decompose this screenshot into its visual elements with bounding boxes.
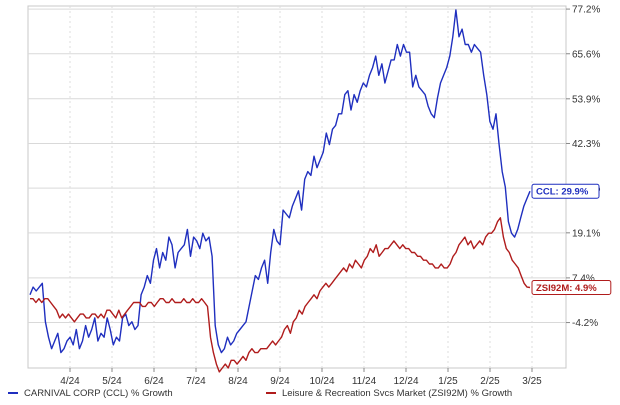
x-tick-label: 6/24 bbox=[144, 376, 164, 387]
y-tick-label: -4.2% bbox=[572, 318, 598, 329]
x-tick-label: 9/24 bbox=[270, 376, 290, 387]
y-tick-label: 77.2% bbox=[572, 5, 600, 16]
legend-label-0: CARNIVAL CORP (CCL) % Growth bbox=[24, 388, 173, 399]
x-tick-label: 7/24 bbox=[186, 376, 206, 387]
y-tick-label: 7.4% bbox=[572, 273, 595, 284]
callout-box-0 bbox=[531, 183, 600, 199]
x-tick-label: 10/24 bbox=[309, 376, 334, 387]
x-tick-label: 1/25 bbox=[438, 376, 458, 387]
y-tick-label: 42.3% bbox=[572, 139, 600, 150]
plot-frame bbox=[27, 5, 567, 369]
series-line-1 bbox=[30, 217, 531, 373]
series-callouts: CCL: 29.9% ZSI92M: 4.9% bbox=[531, 183, 612, 296]
series-line-0 bbox=[29, 9, 531, 354]
y-tick-label: 19.1% bbox=[572, 228, 600, 239]
series-lines bbox=[29, 9, 531, 373]
x-tick-label: 4/24 bbox=[60, 376, 80, 387]
x-tick-label: 3/25 bbox=[522, 376, 542, 387]
x-tick-label: 8/24 bbox=[228, 376, 248, 387]
x-tick-label: 5/24 bbox=[102, 376, 122, 387]
callout-label-1: ZSI92M: 4.9% bbox=[536, 283, 597, 294]
x-tick-label: 2/25 bbox=[480, 376, 500, 387]
callout-box-1 bbox=[531, 280, 612, 296]
x-tick-label: 11/24 bbox=[352, 376, 377, 387]
x-tick-label: 12/24 bbox=[393, 376, 418, 387]
y-tick-label: 53.9% bbox=[572, 94, 600, 105]
legend: CARNIVAL CORP (CCL) % Growth Leisure & Re… bbox=[8, 388, 512, 399]
x-axis-ticks: 4/24 5/24 6/24 7/24 8/24 9/24 10/24 11/24 12/24 1… bbox=[60, 368, 542, 387]
legend-label-1: Leisure & Recreation Svcs Market (ZSI92M… bbox=[282, 388, 512, 399]
callout-label-0: CCL: 29.9% bbox=[536, 187, 589, 198]
y-tick-label: 65.6% bbox=[572, 49, 600, 60]
grid-lines bbox=[27, 5, 567, 369]
